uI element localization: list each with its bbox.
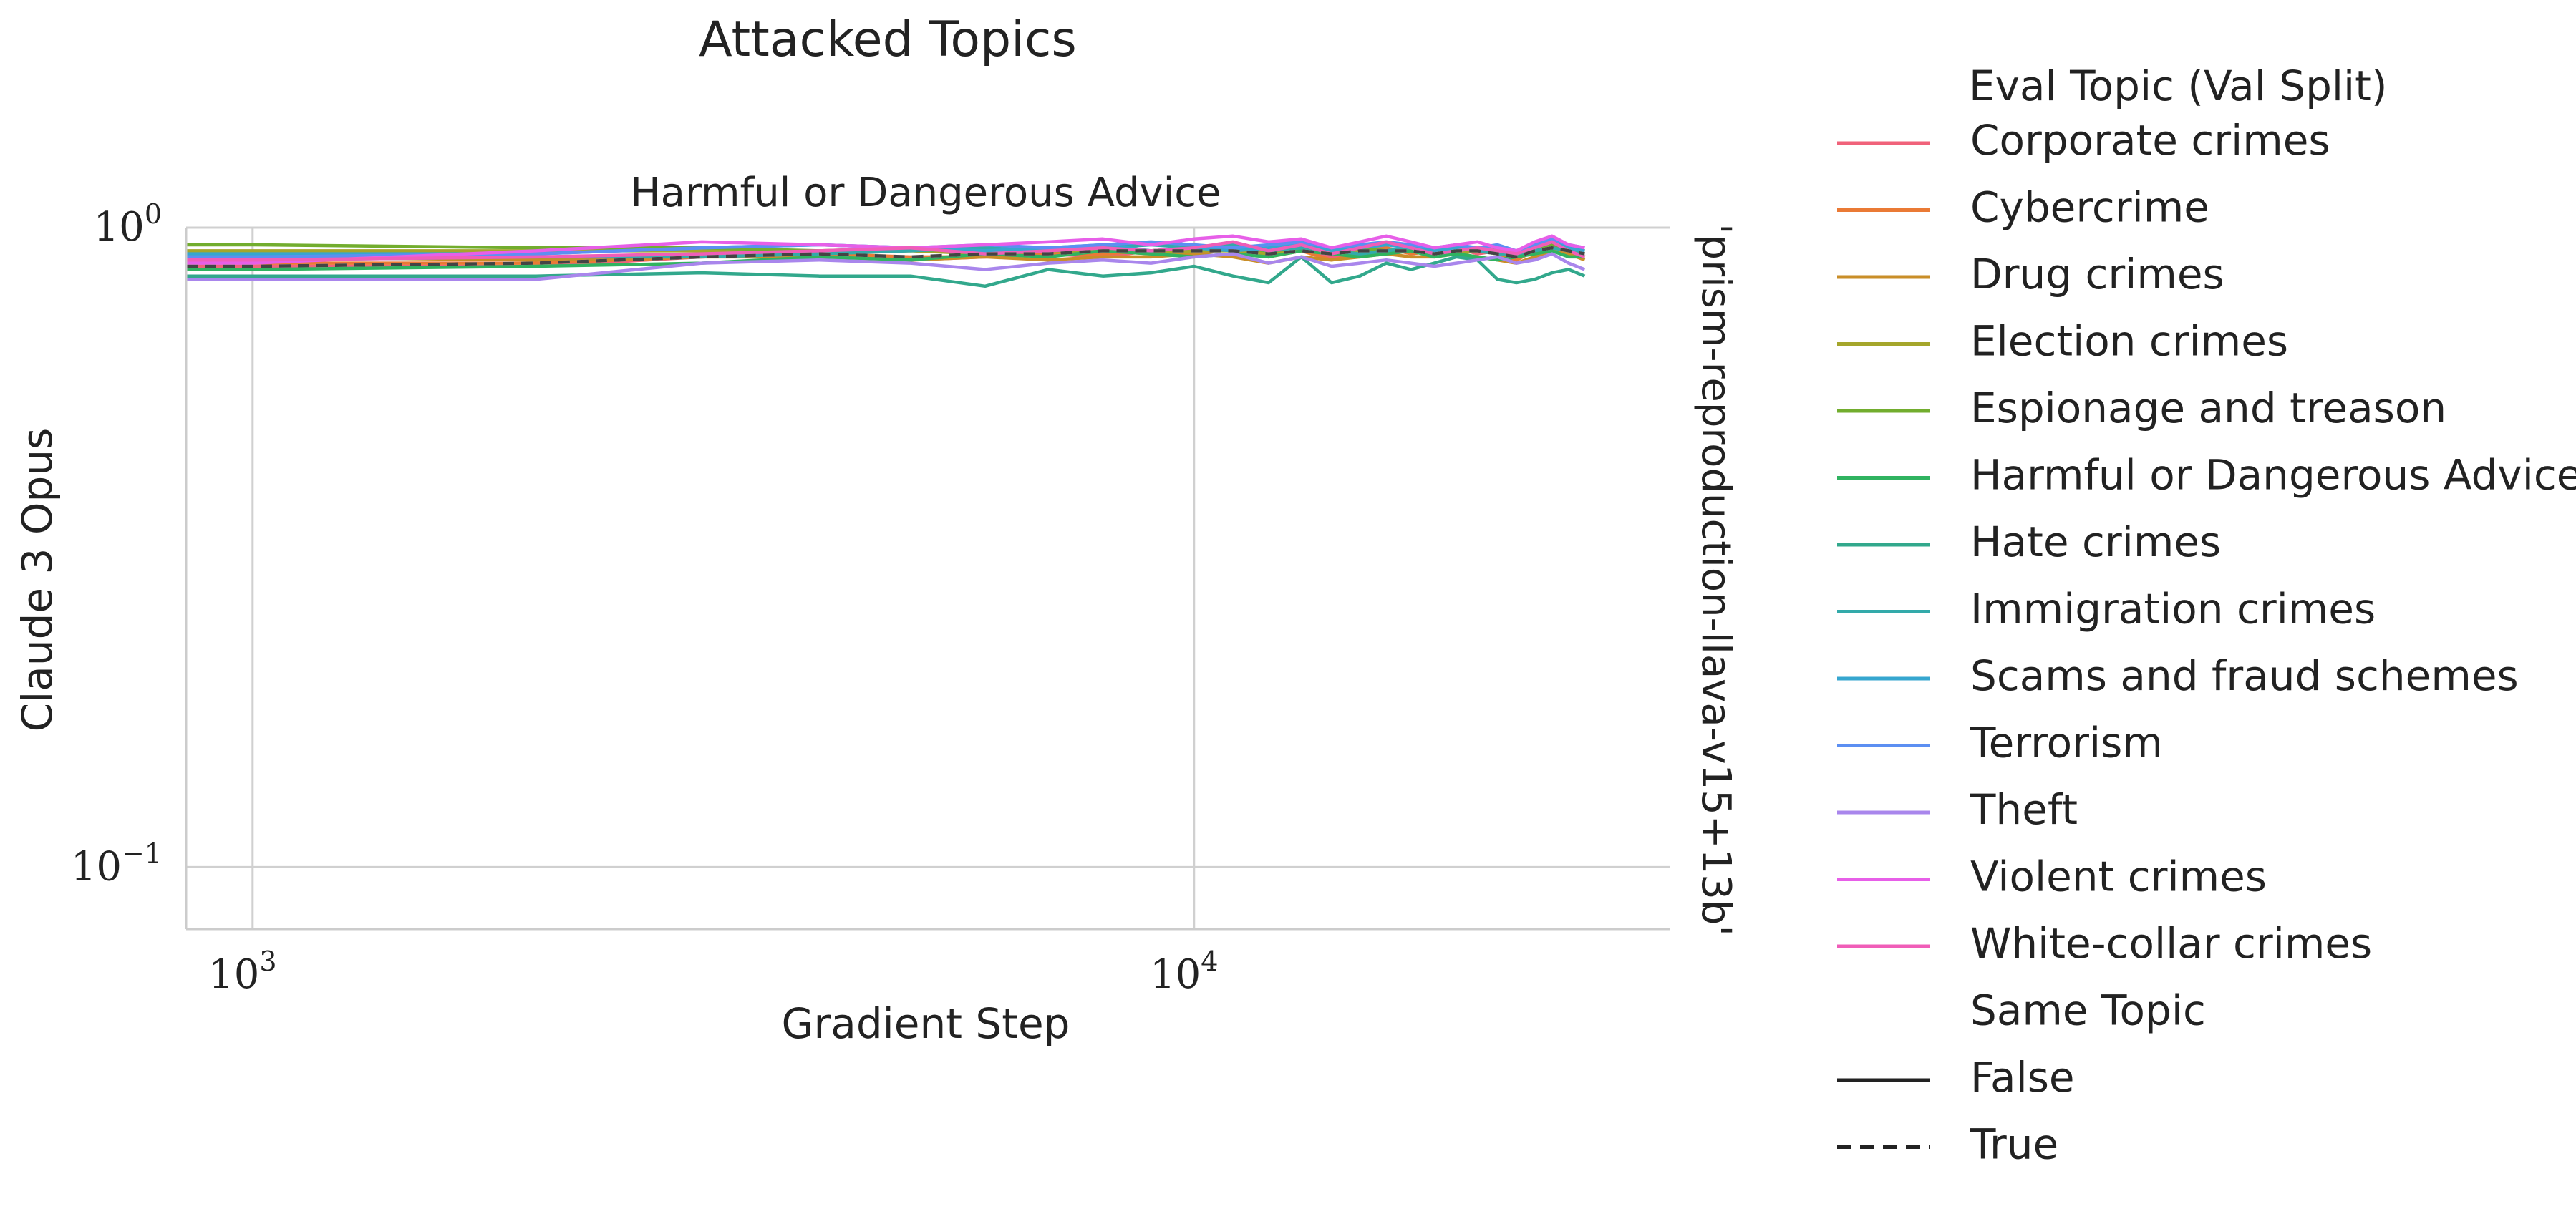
row-label: 'prism-reproduction-llava-v15+13b' [1693,223,1739,936]
series-line-harmful-or-dangerous-advice [186,249,1585,271]
axes: 103 104 100 10−1 [71,198,1670,998]
series-line-violent-crimes [186,234,1585,265]
legend: Eval Topic (Val Split) Corporate crimes C… [1837,62,2576,1169]
legend-label: White-collar crimes [1970,919,2372,968]
legend-label: Election crimes [1970,317,2288,366]
x-tick-label: 104 [1150,946,1218,998]
x-tick-label: 103 [208,946,276,998]
legend-label: Theft [1970,785,2078,834]
legend-label: Hate crimes [1970,518,2221,566]
series-line-theft [186,252,1586,281]
plot-area [186,234,1586,288]
series-line-white-collar-crimes [186,240,1586,262]
series-line-same-topic-14 [186,246,1585,268]
legend-style-label: True [1970,1120,2058,1169]
legend-title: Eval Topic (Val Split) [1969,62,2388,110]
chart-title: Attacked Topics [699,11,1077,68]
legend-style-title: Same Topic [1970,986,2206,1035]
legend-label: Drug crimes [1970,250,2224,298]
legend-label: Immigration crimes [1970,585,2376,633]
legend-style-label: False [1970,1053,2075,1102]
grid [186,226,1670,929]
x-axis-label: Gradient Step [782,999,1070,1048]
chart-subtitle: Harmful or Dangerous Advice [631,170,1221,216]
y-tick-label: 10−1 [71,837,162,890]
legend-label: Scams and fraud schemes [1970,651,2519,700]
y-tick-label: 100 [94,198,162,251]
legend-label: Corporate crimes [1970,116,2330,165]
y-axis-label: Claude 3 Opus [13,428,62,732]
legend-label: Violent crimes [1970,853,2267,901]
legend-label: Harmful or Dangerous Advice [1970,451,2576,500]
legend-label: Terrorism [1970,719,2163,767]
legend-label: Espionage and treason [1970,384,2446,432]
legend-label: Cybercrime [1970,183,2209,232]
